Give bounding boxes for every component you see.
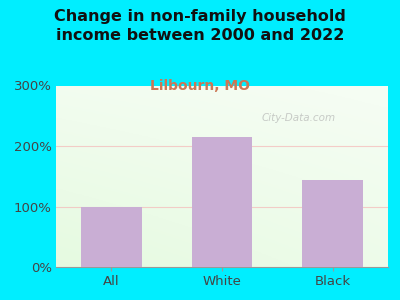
Text: Lilbourn, MO: Lilbourn, MO (150, 80, 250, 94)
Bar (81, 206, 142, 267)
Text: City-Data.com: City-Data.com (261, 113, 336, 123)
Bar (192, 137, 252, 267)
Bar (302, 181, 363, 267)
Text: Change in non-family household
income between 2000 and 2022: Change in non-family household income be… (54, 9, 346, 43)
